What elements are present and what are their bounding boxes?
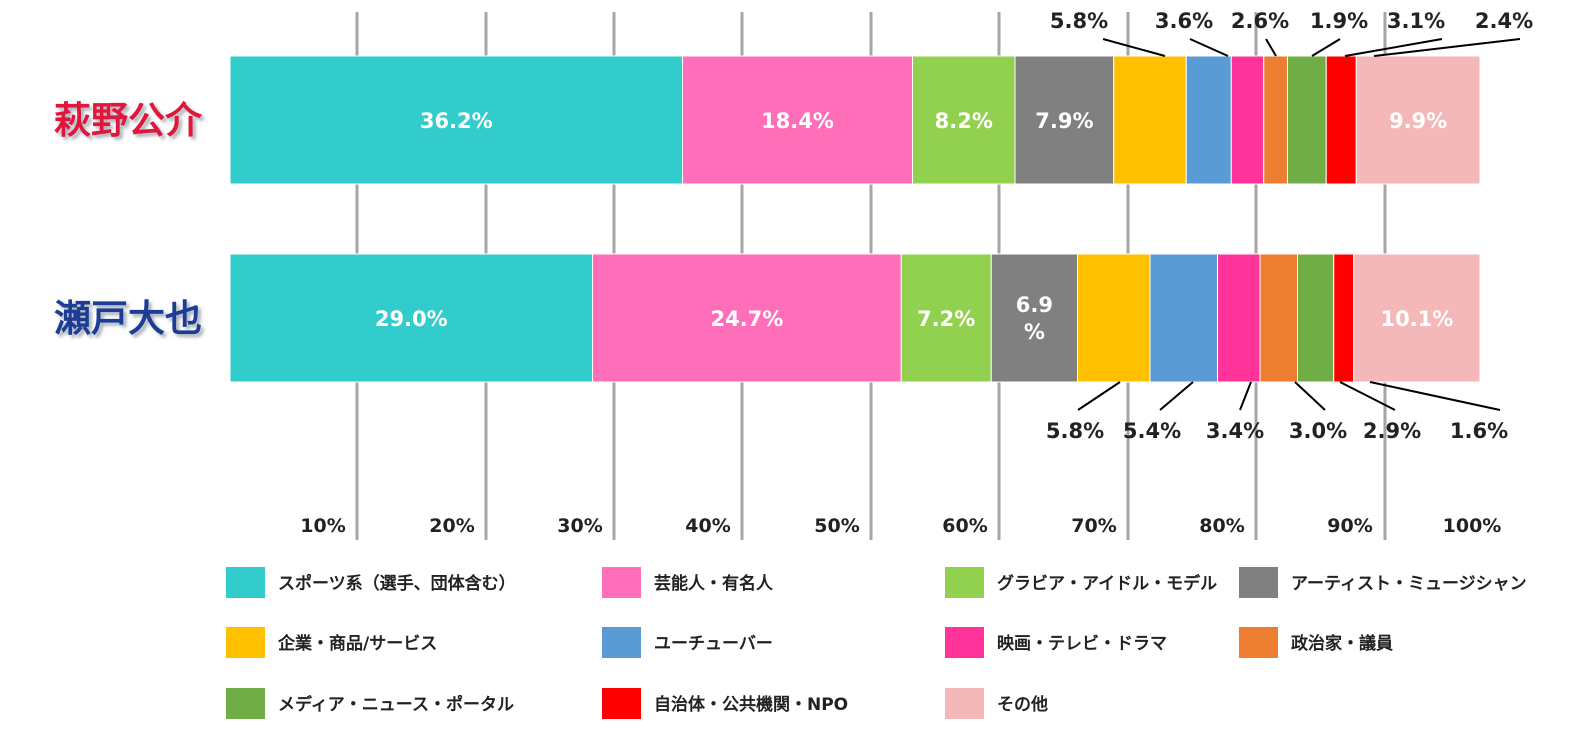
- data-label: 7.2%: [917, 307, 975, 331]
- bar-segment--10: [1333, 253, 1355, 383]
- bar-segment--9: [1297, 253, 1335, 383]
- x-tick-label: 30%: [557, 515, 602, 537]
- data-label: 6.9%: [1016, 293, 1053, 344]
- data-label-callout: 2.9%: [1363, 419, 1421, 443]
- bar-segment--11: [1353, 253, 1481, 383]
- category-label: 瀬戸大也: [54, 297, 202, 340]
- legend-swatch: [602, 567, 641, 598]
- legend-swatch: [602, 627, 641, 658]
- legend-swatch: [945, 627, 984, 658]
- legend-label: ユーチューバー: [654, 634, 773, 654]
- data-label-callout: 5.8%: [1046, 419, 1104, 443]
- data-label: 7.9%: [1035, 109, 1093, 133]
- x-tick-label: 80%: [1199, 515, 1244, 537]
- legend-swatch: [945, 567, 984, 598]
- bar-segment--6: [1185, 55, 1232, 185]
- legend-swatch: [226, 688, 265, 719]
- bar-segment--11: [1355, 55, 1481, 185]
- legend-label: その他: [997, 694, 1048, 715]
- callout-line: [1311, 38, 1341, 57]
- data-label-callout: 5.4%: [1123, 419, 1181, 443]
- legend-label: スポーツ系（選手、団体含む）: [278, 573, 516, 594]
- data-label: 18.4%: [761, 109, 834, 133]
- legend-label: メディア・ニュース・ポータル: [278, 694, 514, 715]
- x-tick-label: 40%: [685, 515, 730, 537]
- bar-segment--4: [1014, 55, 1115, 185]
- legend-swatch: [945, 688, 984, 719]
- callout-line: [1102, 38, 1166, 57]
- callout-line: [1294, 381, 1326, 411]
- data-label: 36.2%: [420, 109, 493, 133]
- bar-segment--5: [1113, 55, 1187, 185]
- x-tick-label: 60%: [942, 515, 987, 537]
- bar-segment--7: [1230, 55, 1265, 185]
- x-tick-label: 10%: [300, 515, 345, 537]
- callout-line: [1369, 381, 1501, 411]
- callout-line: [1373, 38, 1521, 57]
- legend-swatch: [226, 627, 265, 658]
- legend-label: 政治家・議員: [1291, 633, 1393, 654]
- x-tick-label: 90%: [1327, 515, 1372, 537]
- legend-label: 企業・商品/サービス: [277, 633, 437, 654]
- bar-segment--10: [1325, 55, 1357, 185]
- data-label: 8.2%: [935, 109, 993, 133]
- bar-segment--2: [682, 55, 913, 185]
- callout-line: [1159, 381, 1194, 411]
- bar-segment--3: [912, 55, 1016, 185]
- callout-line: [1239, 381, 1252, 411]
- data-label-callout: 1.6%: [1450, 419, 1508, 443]
- legend-label: 芸能人・有名人: [654, 573, 774, 594]
- category-label: 萩野公介: [54, 99, 203, 142]
- data-label-callout: 3.4%: [1206, 419, 1264, 443]
- bar-segment--4: [990, 253, 1078, 383]
- bar-segment--2: [592, 253, 902, 383]
- callout-line: [1077, 381, 1121, 411]
- data-label: 29.0%: [375, 307, 448, 331]
- bar-segment--8: [1259, 253, 1298, 383]
- callout-line: [1189, 38, 1229, 57]
- data-label: 10.1%: [1380, 307, 1453, 331]
- legend-swatch: [602, 688, 641, 719]
- bar-segment--1: [229, 253, 593, 383]
- callout-line: [1339, 381, 1396, 411]
- bar-segment--3: [900, 253, 992, 383]
- data-label-callout: 3.1%: [1387, 9, 1445, 33]
- x-tick-label: 50%: [814, 515, 859, 537]
- legend-label: 映画・テレビ・ドラマ: [997, 633, 1167, 654]
- data-label-callout: 3.0%: [1289, 419, 1347, 443]
- x-tick-label: 20%: [429, 515, 474, 537]
- legend-label: グラビア・アイドル・モデル: [997, 573, 1217, 594]
- legend-label: アーティスト・ミュージシャン: [1291, 574, 1527, 594]
- data-label-callout: 1.9%: [1310, 9, 1368, 33]
- bar-segment--9: [1287, 55, 1327, 185]
- data-label-callout: 3.6%: [1155, 9, 1213, 33]
- legend-swatch: [1239, 627, 1278, 658]
- x-tick-label: 100%: [1443, 515, 1502, 537]
- data-label: 24.7%: [710, 307, 783, 331]
- bar-segment--6: [1149, 253, 1218, 383]
- legend-swatch: [1239, 567, 1278, 598]
- legend-label: 自治体・公共機関・NPO: [654, 694, 848, 715]
- data-label-callout: 5.8%: [1050, 9, 1108, 33]
- callout-line: [1265, 38, 1277, 57]
- x-tick-label: 70%: [1071, 515, 1116, 537]
- bar-segment--5: [1077, 253, 1151, 383]
- bar-segment--7: [1217, 253, 1261, 383]
- data-label-callout: 2.6%: [1231, 9, 1289, 33]
- data-label: 9.9%: [1389, 109, 1447, 133]
- data-label-callout: 2.4%: [1475, 9, 1533, 33]
- callout-line: [1344, 38, 1443, 57]
- bar-segment--8: [1263, 55, 1288, 185]
- legend-swatch: [226, 567, 265, 598]
